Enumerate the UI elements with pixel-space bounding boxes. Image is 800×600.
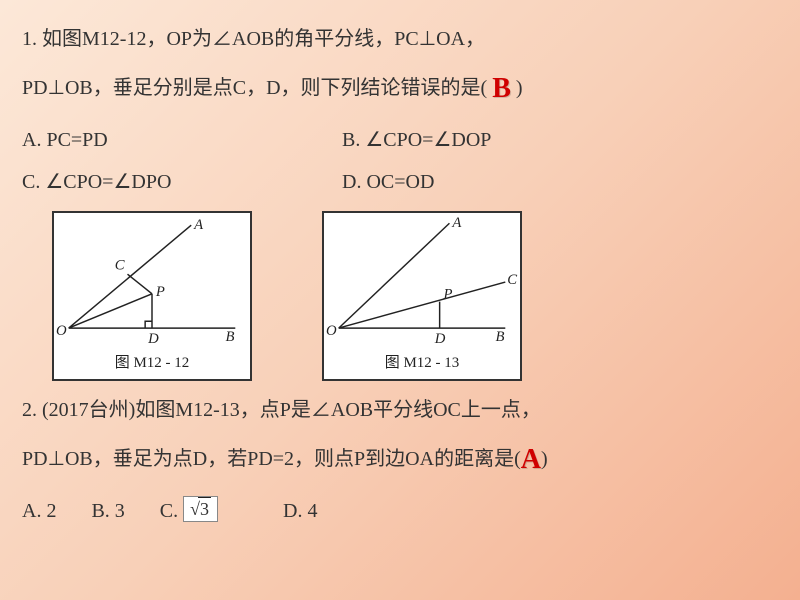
q1-optB: B. ∠CPO=∠DOP bbox=[342, 119, 491, 161]
figure-m12-12: A B O C P D 图 M12 - 12 bbox=[52, 211, 252, 381]
fig2-label-D: D bbox=[434, 331, 446, 347]
q1-line2a: PD⊥OB，垂足分别是点C，D，则下列结论错误的是( bbox=[22, 77, 492, 99]
fig2-label-C: C bbox=[507, 272, 517, 288]
fig2-caption: 图 M12 - 13 bbox=[385, 353, 460, 374]
fig1-label-C: C bbox=[115, 257, 125, 273]
q2-optA: A. 2 bbox=[22, 500, 56, 522]
q2-optC-pre: C. bbox=[160, 500, 183, 522]
fig1-label-A: A bbox=[193, 217, 204, 233]
q2-line2b: ) bbox=[541, 448, 548, 470]
q2-line2a: PD⊥OB，垂足为点D，若PD=2，则点P到边OA的距离是( bbox=[22, 448, 521, 470]
fig2-label-B: B bbox=[496, 329, 505, 345]
q2-optB: B. 3 bbox=[91, 500, 124, 522]
q1-line1: 1. 如图M12-12，OP为∠AOB的角平分线，PC⊥OA， bbox=[22, 18, 778, 60]
q1-answer: B bbox=[492, 60, 511, 119]
q1-opts-row2: C. ∠CPO=∠DPO D. OC=OD bbox=[22, 161, 778, 203]
q2-line2: PD⊥OB，垂足为点D，若PD=2，则点P到边OA的距离是(A) bbox=[22, 431, 778, 490]
q2-optD: D. 4 bbox=[283, 500, 317, 522]
q2-answer: A bbox=[521, 431, 541, 490]
figures-row: A B O C P D 图 M12 - 12 A B O C P bbox=[52, 211, 778, 381]
q1-line2b: ) bbox=[511, 77, 523, 99]
sqrt-radicand: 3 bbox=[198, 497, 211, 520]
fig2-label-A: A bbox=[451, 215, 462, 231]
q1-optA: A. PC=PD bbox=[22, 119, 342, 161]
q1-line2: PD⊥OB，垂足分别是点C，D，则下列结论错误的是( B ) bbox=[22, 60, 778, 119]
q1-optD: D. OC=OD bbox=[342, 161, 434, 203]
fig1-label-O: O bbox=[56, 323, 67, 339]
fig1-label-B: B bbox=[226, 329, 235, 345]
figure-m12-13: A B O C P D 图 M12 - 13 bbox=[322, 211, 522, 381]
q2-opts: A. 2 B. 3 C. √3 D. 4 bbox=[22, 490, 778, 532]
figure-m12-13-svg: A B O C P D bbox=[324, 213, 520, 355]
q2-line1: 2. (2017台州)如图M12-13，点P是∠AOB平分线OC上一点， bbox=[22, 389, 778, 431]
figure-m12-12-svg: A B O C P D bbox=[54, 213, 250, 355]
fig2-label-P: P bbox=[443, 286, 453, 302]
q1-opts-row1: A. PC=PD B. ∠CPO=∠DOP bbox=[22, 119, 778, 161]
fig1-label-D: D bbox=[147, 331, 159, 347]
fig1-caption: 图 M12 - 12 bbox=[115, 353, 190, 374]
q1-optC: C. ∠CPO=∠DPO bbox=[22, 161, 342, 203]
fig1-label-P: P bbox=[155, 284, 165, 300]
fig2-label-O: O bbox=[326, 323, 337, 339]
sqrt-box: √3 bbox=[183, 496, 218, 522]
